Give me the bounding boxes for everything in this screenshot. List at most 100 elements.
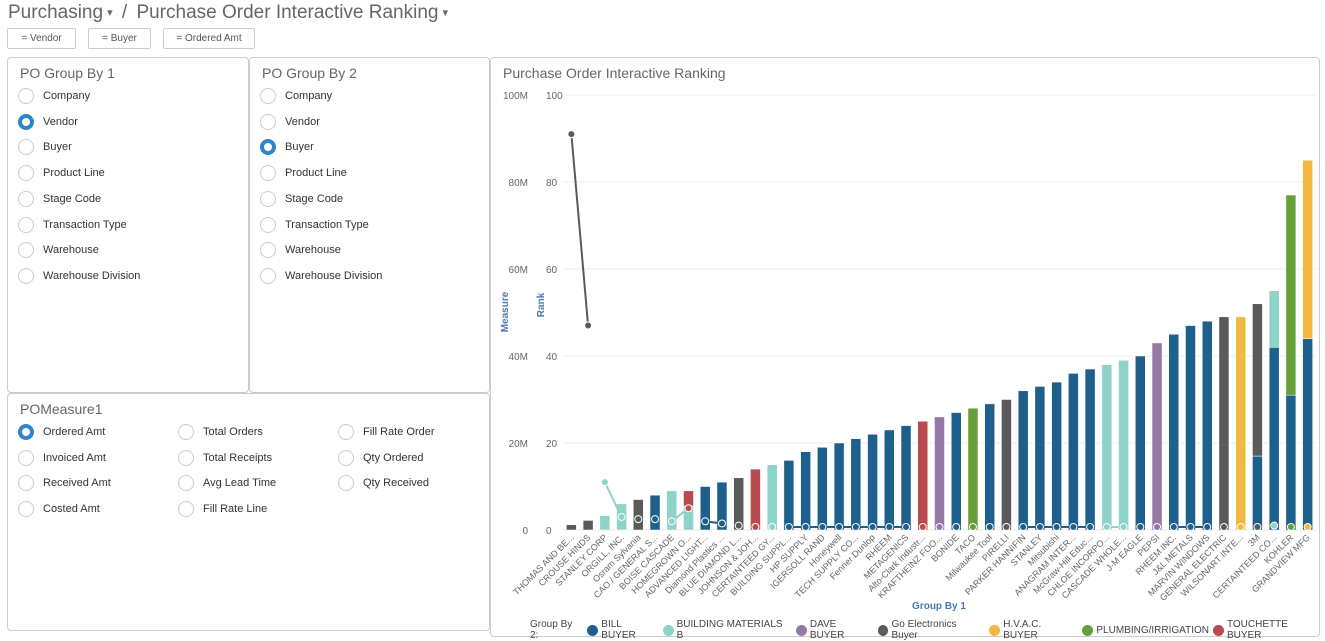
bar-segment[interactable] <box>1034 386 1046 531</box>
bar-segment[interactable] <box>934 416 945 531</box>
radio-circle-icon[interactable] <box>178 449 194 466</box>
radio-fill-rate-order[interactable]: Fill Rate Order <box>338 424 435 440</box>
rank-point[interactable] <box>1019 522 1028 531</box>
bar-segment[interactable] <box>699 486 711 531</box>
bar-segment[interactable] <box>833 442 845 531</box>
bar-segment[interactable] <box>1185 325 1196 531</box>
rank-point[interactable] <box>1219 522 1228 531</box>
bar-segment[interactable] <box>649 494 661 531</box>
radio-qty-received[interactable]: Qty Received <box>338 475 429 492</box>
breadcrumb-page[interactable]: Purchase Order Interactive Ranking <box>136 2 439 23</box>
bar-segment[interactable] <box>566 524 577 531</box>
caret-down-icon[interactable]: ▾ <box>442 7 449 20</box>
bar-segment[interactable] <box>1135 355 1146 531</box>
bar-segment[interactable] <box>1235 316 1246 531</box>
radio-transaction-type[interactable]: Transaction Type <box>260 216 369 233</box>
rank-point[interactable] <box>868 522 877 531</box>
legend-item[interactable]: H.V.A.C. BUYER <box>989 619 1078 641</box>
radio-circle-icon[interactable] <box>260 216 276 233</box>
legend-item[interactable]: Go Electronics Buyer <box>877 619 986 641</box>
radio-circle-icon[interactable] <box>18 190 34 207</box>
rank-point[interactable] <box>902 522 911 531</box>
bar-segment[interactable] <box>884 429 895 531</box>
bar-segment[interactable] <box>1285 394 1297 531</box>
bar-segment[interactable] <box>984 403 995 531</box>
rank-point[interactable] <box>717 519 726 528</box>
radio-circle-icon[interactable] <box>18 242 34 259</box>
radio-warehouse[interactable]: Warehouse <box>18 242 99 259</box>
rank-point[interactable] <box>885 522 894 531</box>
rank-point[interactable] <box>1086 522 1095 531</box>
radio-circle-icon[interactable] <box>338 424 354 440</box>
bar-segment[interactable] <box>1001 399 1012 531</box>
radio-circle-icon[interactable] <box>260 88 276 104</box>
legend-item[interactable]: DAVE BUYER <box>795 619 874 641</box>
radio-circle-icon[interactable] <box>18 501 34 518</box>
rank-point[interactable] <box>1119 522 1128 531</box>
radio-stage-code[interactable]: Stage Code <box>260 190 343 207</box>
radio-warehouse-division[interactable]: Warehouse Division <box>260 267 382 284</box>
bar-segment[interactable] <box>1268 347 1280 531</box>
rank-point[interactable] <box>751 522 760 531</box>
rank-point[interactable] <box>818 522 827 531</box>
rank-point[interactable] <box>1286 522 1295 531</box>
rank-point[interactable] <box>1069 522 1078 531</box>
bar-segment[interactable] <box>1285 194 1297 396</box>
legend-item[interactable]: PLUMBING/IRRIGATION <box>1082 619 1209 641</box>
rank-point[interactable] <box>667 517 676 526</box>
caret-down-icon[interactable]: ▾ <box>107 7 113 20</box>
radio-circle-icon[interactable] <box>260 267 276 284</box>
bar-segment[interactable] <box>1084 368 1096 531</box>
rank-point[interactable] <box>1253 522 1262 531</box>
rank-point[interactable] <box>1186 522 1195 531</box>
legend-item[interactable]: BILL BUYER <box>587 619 658 641</box>
rank-point[interactable] <box>1203 522 1212 531</box>
bar-segment[interactable] <box>1201 320 1213 531</box>
radio-circle-icon[interactable] <box>18 475 34 492</box>
radio-avg-lead-time[interactable]: Avg Lead Time <box>178 475 276 492</box>
radio-ordered-amt[interactable]: Ordered Amt <box>18 424 105 440</box>
radio-received-amt[interactable]: Received Amt <box>18 475 111 492</box>
filter-chip-ordered-amt[interactable]: = Ordered Amt <box>163 28 255 49</box>
radio-product-line[interactable]: Product Line <box>260 165 347 182</box>
radio-company[interactable]: Company <box>18 88 90 104</box>
bar-segment[interactable] <box>666 490 678 531</box>
radio-buyer[interactable]: Buyer <box>260 139 314 156</box>
rank-point[interactable] <box>1169 522 1178 531</box>
bar-segment[interactable] <box>1302 160 1313 339</box>
radio-circle-icon[interactable] <box>260 139 276 156</box>
rank-point[interactable] <box>1052 522 1061 531</box>
radio-circle-icon[interactable] <box>260 242 276 259</box>
legend-item[interactable]: BUILDING MATERIALS B <box>662 619 792 641</box>
bar-segment[interactable] <box>1252 455 1263 531</box>
rank-point[interactable] <box>1002 522 1011 531</box>
rank-point[interactable] <box>567 130 576 139</box>
radio-buyer[interactable]: Buyer <box>18 139 72 156</box>
radio-total-receipts[interactable]: Total Receipts <box>178 449 272 466</box>
radio-circle-icon[interactable] <box>260 113 276 130</box>
rank-point[interactable] <box>684 504 693 513</box>
bar-segment[interactable] <box>582 520 594 531</box>
bar-segment[interactable] <box>900 425 912 531</box>
radio-product-line[interactable]: Product Line <box>18 165 105 182</box>
radio-warehouse-division[interactable]: Warehouse Division <box>18 267 140 284</box>
bar-segment[interactable] <box>733 477 744 531</box>
radio-company[interactable]: Company <box>260 88 332 104</box>
radio-circle-icon[interactable] <box>18 113 34 130</box>
radio-transaction-type[interactable]: Transaction Type <box>18 216 127 233</box>
rank-point[interactable] <box>600 478 609 487</box>
rank-point[interactable] <box>651 515 660 524</box>
bar-segment[interactable] <box>1017 390 1029 531</box>
rank-point[interactable] <box>701 517 710 526</box>
bar-segment[interactable] <box>1252 303 1263 457</box>
radio-invoiced-amt[interactable]: Invoiced Amt <box>18 449 106 466</box>
bar-segment[interactable] <box>1051 381 1062 531</box>
bar-segment[interactable] <box>783 460 795 531</box>
bar-segment[interactable] <box>599 515 611 531</box>
bar-segment[interactable] <box>1168 334 1180 531</box>
bar-segment[interactable] <box>967 407 979 531</box>
bar-segment[interactable] <box>1268 290 1280 348</box>
radio-circle-icon[interactable] <box>18 88 34 104</box>
rank-point[interactable] <box>634 515 643 524</box>
rank-point[interactable] <box>1236 522 1245 531</box>
